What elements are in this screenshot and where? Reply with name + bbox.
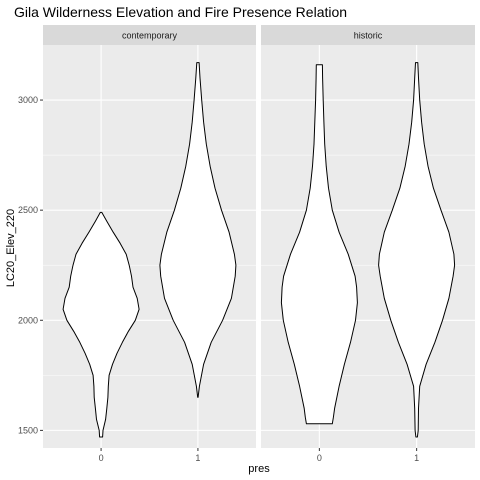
x-tick-label: 1 bbox=[414, 453, 419, 463]
x-tick-label: 0 bbox=[317, 453, 322, 463]
violin-contemporary-pres-1 bbox=[159, 62, 237, 398]
violin-historic-pres-0 bbox=[280, 64, 358, 425]
y-axis: 1500 2000 2500 3000 bbox=[18, 95, 43, 435]
y-axis-title: LC20_Elev_220 bbox=[5, 209, 17, 287]
y-tick-label: 3000 bbox=[18, 95, 38, 105]
facet-strip bbox=[261, 25, 475, 45]
x-tick-label: 1 bbox=[195, 453, 200, 463]
facet-panel-contemporary: contemporary 0 1 bbox=[43, 25, 256, 463]
x-tick-label: 0 bbox=[99, 453, 104, 463]
y-tick-label: 1500 bbox=[18, 425, 38, 435]
facet-strip-label: historic bbox=[354, 31, 383, 41]
violin-contemporary-pres-0 bbox=[62, 211, 140, 438]
x-axis-title: pres bbox=[248, 463, 270, 475]
y-tick-label: 2500 bbox=[18, 205, 38, 215]
violin-historic-pres-1 bbox=[378, 62, 456, 438]
facet-panels: contemporary 0 1 historic 0 1 bbox=[43, 25, 475, 463]
facet-panel-historic: historic 0 1 bbox=[261, 25, 475, 463]
y-tick-label: 2000 bbox=[18, 315, 38, 325]
chart-title: Gila Wilderness Elevation and Fire Prese… bbox=[14, 4, 347, 20]
facet-strip bbox=[43, 25, 256, 45]
facet-strip-label: contemporary bbox=[122, 31, 178, 41]
